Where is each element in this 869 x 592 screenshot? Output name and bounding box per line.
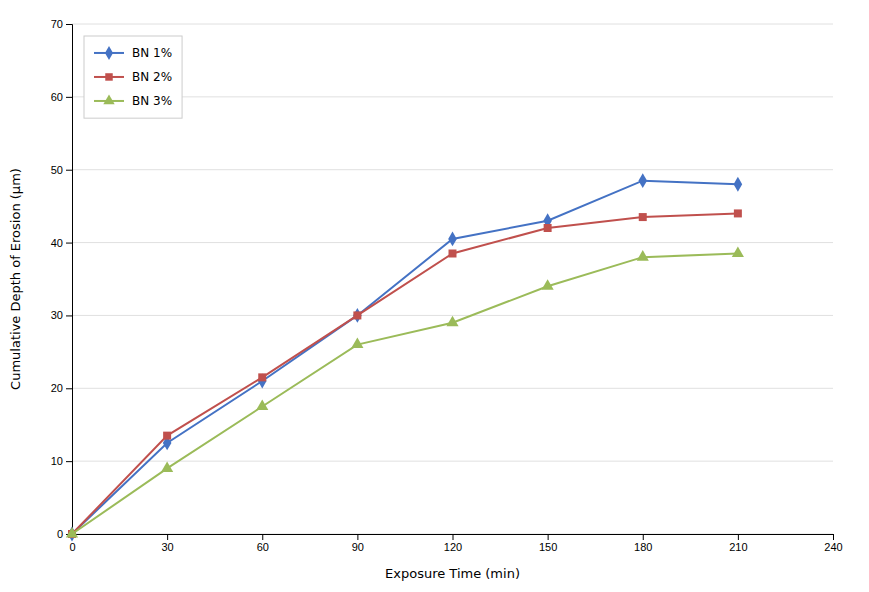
- point: [638, 173, 647, 188]
- y-tick-mark: [66, 170, 72, 171]
- point: [66, 527, 78, 538]
- legend-key-marker: [105, 73, 112, 80]
- x-tick-mark: [357, 534, 358, 540]
- point: [163, 432, 171, 440]
- point: [161, 461, 173, 472]
- x-tick: 60: [257, 534, 269, 553]
- x-axis: 0 30 60 90 120 150 180 210 240: [69, 534, 842, 553]
- x-tick-label: 150: [539, 541, 557, 553]
- legend-key-marker: [103, 94, 114, 104]
- grid: [72, 24, 833, 534]
- x-tick-mark: [167, 534, 168, 540]
- legend-label: BN 3%: [132, 94, 172, 108]
- y-tick: 70: [51, 18, 72, 30]
- y-axis: 0 10 20 30 40 50 60 70: [51, 18, 73, 540]
- legend: BN 1% BN 2% BN 3%: [84, 36, 182, 118]
- x-tick: 210: [729, 534, 747, 553]
- x-tick-mark: [453, 534, 454, 540]
- point: [449, 250, 457, 258]
- x-tick-mark: [833, 534, 834, 540]
- x-axis-line: [73, 535, 834, 541]
- x-axis-title: Exposure Time (min): [385, 566, 520, 581]
- y-tick-label: 10: [51, 455, 63, 467]
- point: [353, 311, 361, 319]
- x-tick-mark: [738, 534, 739, 540]
- legend-item: BN 3%: [94, 94, 172, 108]
- point: [256, 399, 268, 410]
- y-tick-label: 60: [51, 91, 63, 103]
- y-tick-label: 20: [51, 382, 63, 394]
- x-tick: 90: [352, 534, 364, 553]
- y-tick-label: 30: [51, 309, 63, 321]
- y-tick: 40: [51, 237, 72, 249]
- grid-line: [72, 461, 833, 462]
- legend-key-marker: [105, 46, 113, 60]
- grid-line: [72, 169, 833, 170]
- y-tick-label: 40: [51, 237, 63, 249]
- point: [542, 279, 554, 290]
- series-area: [66, 173, 744, 541]
- point: [446, 316, 458, 327]
- x-tick-mark: [262, 534, 263, 540]
- x-tick-label: 120: [444, 541, 462, 553]
- x-tick-label: 240: [824, 541, 842, 553]
- y-tick-label: 0: [57, 528, 63, 540]
- x-tick-label: 90: [352, 541, 364, 553]
- series-line: [72, 254, 738, 535]
- y-tick: 50: [51, 164, 72, 176]
- y-tick-mark: [66, 315, 72, 316]
- point: [258, 374, 267, 389]
- legend-item: BN 1%: [94, 46, 172, 60]
- y-tick: 60: [51, 91, 72, 103]
- x-tick: 180: [634, 534, 652, 553]
- legend-frame: [84, 36, 182, 118]
- series-line: [72, 213, 738, 534]
- series: [68, 173, 742, 541]
- series: [66, 246, 744, 537]
- y-tick-mark: [66, 388, 72, 389]
- point: [734, 177, 743, 192]
- y-axis-title: Cumulative Depth of Erosion (μm): [8, 168, 23, 390]
- y-axis-line: [66, 25, 73, 535]
- point: [258, 373, 266, 381]
- x-tick: 30: [162, 534, 174, 553]
- y-tick-mark: [66, 243, 72, 244]
- legend-item: BN 2%: [94, 70, 172, 84]
- x-tick-label: 30: [162, 541, 174, 553]
- x-tick: 240: [824, 534, 842, 553]
- y-tick: 30: [51, 309, 72, 321]
- x-tick-mark: [643, 534, 644, 540]
- x-tick-label: 0: [69, 541, 75, 553]
- point: [353, 308, 362, 323]
- point: [734, 209, 742, 217]
- point: [637, 250, 649, 261]
- x-tick-label: 60: [257, 541, 269, 553]
- y-tick-label: 70: [51, 18, 63, 30]
- y-tick-mark: [66, 24, 72, 25]
- grid-line: [72, 96, 833, 97]
- x-tick-mark: [548, 534, 549, 540]
- y-tick: 10: [51, 455, 72, 467]
- x-tick: 120: [444, 534, 462, 553]
- legend-label: BN 1%: [132, 46, 172, 60]
- y-tick-mark: [66, 97, 72, 98]
- y-tick-label: 50: [51, 164, 63, 176]
- point: [732, 246, 744, 257]
- plot: 0 30 60 90 120 150 180 210 240 0 10 20 30 40 50 60 70 BN …: [51, 18, 843, 553]
- point: [639, 213, 647, 221]
- point: [544, 224, 552, 232]
- point: [351, 338, 363, 349]
- series: [68, 209, 742, 538]
- x-tick-label: 210: [729, 541, 747, 553]
- x-tick: 150: [539, 534, 557, 553]
- y-tick: 20: [51, 382, 72, 394]
- grid-line: [72, 388, 833, 389]
- y-tick-mark: [66, 461, 72, 462]
- x-tick-label: 180: [634, 541, 652, 553]
- point: [448, 231, 457, 246]
- grid-line: [72, 24, 833, 25]
- legend-label: BN 2%: [132, 70, 172, 84]
- series-line: [72, 181, 738, 534]
- chart: 0 30 60 90 120 150 180 210 240 0 10 20 30 40 50 60 70 BN …: [0, 0, 869, 592]
